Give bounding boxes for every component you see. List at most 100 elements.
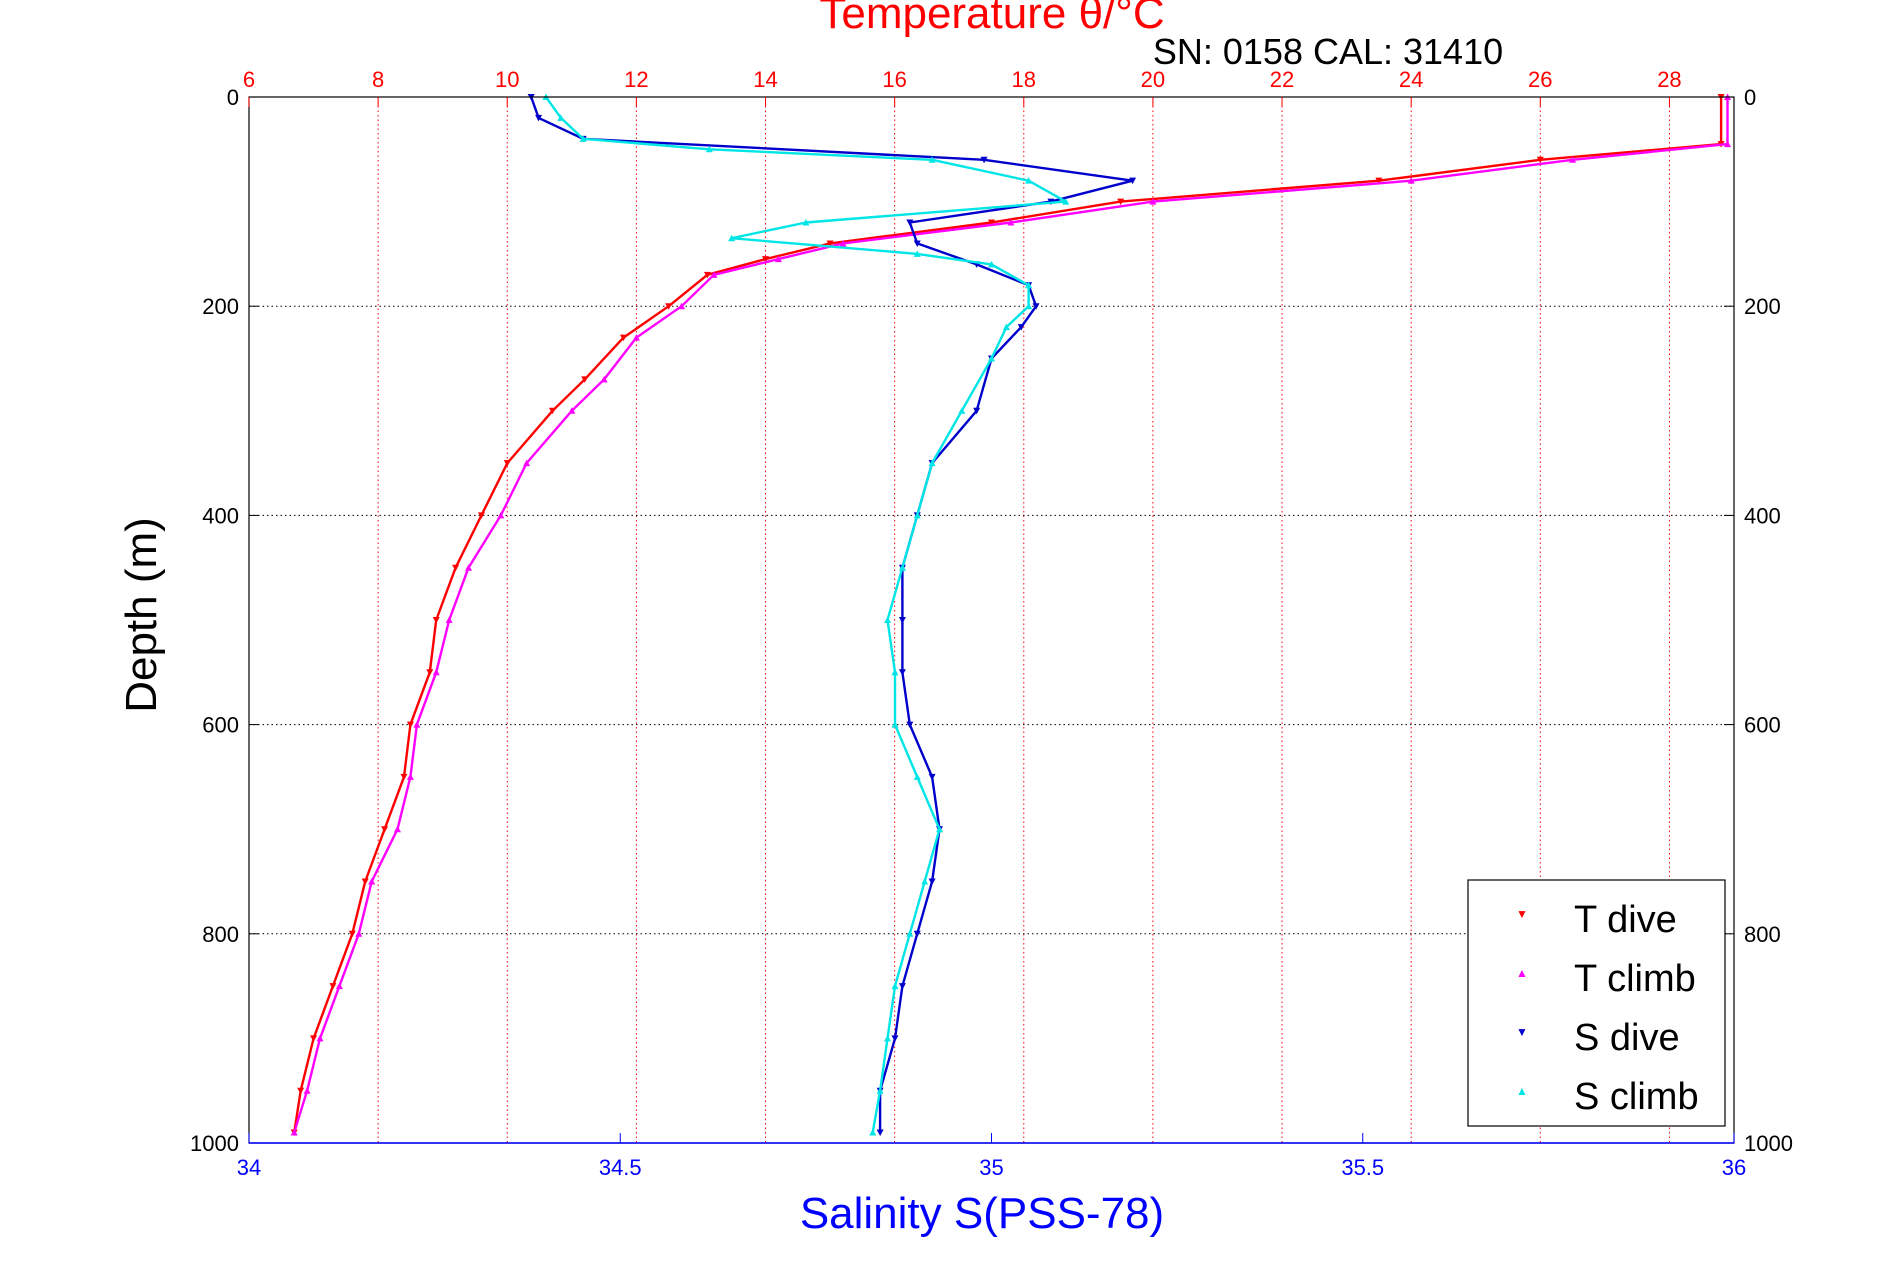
data-point: [913, 240, 921, 247]
data-point: [1117, 198, 1125, 206]
data-point: [368, 878, 376, 885]
data-point: [921, 878, 929, 885]
data-point: [898, 669, 906, 676]
legend-marker-s-climb: ▲: [1516, 1084, 1528, 1098]
y-axis-label: Depth (m): [117, 517, 166, 713]
data-point: [600, 375, 608, 383]
data-point: [705, 145, 713, 153]
data-point: [335, 982, 343, 990]
data-point: [503, 460, 511, 467]
data-point: [1025, 177, 1033, 184]
data-point: [310, 1035, 318, 1042]
data-point: [980, 156, 988, 164]
depth-tick-label-left: 800: [202, 922, 239, 947]
data-point: [774, 255, 782, 263]
data-point: [406, 721, 414, 729]
legend-marker-t-climb: ▲: [1516, 966, 1528, 980]
data-point: [906, 721, 914, 729]
data-point: [891, 1035, 899, 1042]
data-point: [869, 1129, 877, 1136]
temp-tick-label: 10: [495, 67, 519, 92]
legend-marker-t-dive: ▼: [1516, 907, 1528, 921]
data-point: [355, 930, 363, 937]
data-point: [710, 271, 718, 278]
data-point: [898, 983, 906, 990]
data-point: [579, 135, 587, 142]
series-t-climb: [290, 93, 1732, 1136]
data-point: [802, 219, 810, 226]
depth-tick-label-right: 200: [1744, 294, 1781, 319]
chart-title: Temperature θ/°C: [819, 0, 1164, 38]
data-point: [1536, 156, 1544, 164]
data-point: [1129, 177, 1137, 185]
data-point: [884, 616, 892, 623]
data-point: [913, 250, 921, 257]
data-point: [1149, 198, 1157, 205]
temp-tick-label: 22: [1270, 67, 1294, 92]
temp-tick-label: 14: [753, 67, 777, 92]
depth-tick-label-left: 600: [202, 713, 239, 738]
legend-label-s-dive: S dive: [1574, 1017, 1680, 1059]
legend-box: [1467, 879, 1726, 1127]
temp-tick-label: 16: [882, 67, 906, 92]
data-point: [303, 1087, 311, 1094]
legend-item-t-dive: ▼ T dive: [1516, 899, 1677, 941]
data-point: [898, 564, 906, 571]
data-point: [557, 114, 565, 121]
data-point: [1025, 302, 1033, 310]
salinity-tick-label: 35.5: [1341, 1155, 1384, 1180]
data-point: [891, 982, 899, 990]
legend-label-t-dive: T dive: [1574, 899, 1677, 941]
legend-item-s-climb: ▲ S climb: [1516, 1076, 1699, 1118]
axes-layer: 6 8 10 12 14 16 18 20 22 24 26 28 0 0 200 200 400 400 600 6…: [190, 67, 1793, 1180]
data-point: [432, 668, 440, 676]
data-point: [1724, 140, 1732, 148]
legend-item-t-climb: ▲ T climb: [1516, 958, 1696, 1000]
salinity-tick-label: 34.5: [599, 1155, 642, 1180]
data-point: [928, 773, 936, 781]
depth-tick-label-right: 1000: [1744, 1131, 1793, 1156]
data-point: [432, 617, 440, 624]
depth-tick-label-right: 600: [1744, 713, 1781, 738]
data-point: [913, 511, 921, 519]
data-point: [316, 1034, 324, 1042]
legend-marker-s-dive: ▼: [1516, 1025, 1528, 1039]
data-point: [703, 271, 711, 279]
temp-tick-label: 12: [624, 67, 648, 92]
data-point: [329, 983, 337, 990]
data-point: [913, 930, 921, 938]
x-axis-label-salinity: Salinity S(PSS-78): [800, 1189, 1164, 1238]
depth-tick-label-right: 400: [1744, 503, 1781, 528]
data-point: [452, 564, 460, 572]
data-point: [839, 239, 847, 247]
data-point: [497, 511, 505, 519]
data-point: [826, 240, 834, 247]
data-point: [394, 825, 401, 833]
data-point: [936, 825, 944, 833]
depth-tick-label-right: 800: [1744, 922, 1781, 947]
temp-tick-label: 20: [1141, 67, 1165, 92]
data-point: [400, 773, 408, 781]
data-point: [973, 407, 981, 415]
series-layer: [290, 93, 1732, 1137]
data-point: [445, 616, 453, 623]
data-point: [891, 721, 899, 728]
data-point: [988, 260, 995, 268]
data-point: [1002, 323, 1010, 331]
data-point: [958, 407, 966, 414]
data-point: [381, 826, 389, 833]
data-point: [413, 721, 421, 728]
legend-label-s-climb: S climb: [1574, 1076, 1699, 1118]
chart-subtitle: SN: 0158 CAL: 31410: [1153, 31, 1503, 72]
data-point: [1407, 177, 1415, 184]
data-point: [1007, 219, 1015, 226]
data-point: [568, 407, 576, 414]
data-point: [898, 617, 906, 624]
temp-tick-label: 24: [1399, 67, 1423, 92]
data-point: [928, 156, 936, 163]
data-point: [988, 219, 995, 227]
data-point: [928, 878, 936, 885]
data-point: [762, 256, 770, 263]
data-point: [1569, 156, 1577, 163]
